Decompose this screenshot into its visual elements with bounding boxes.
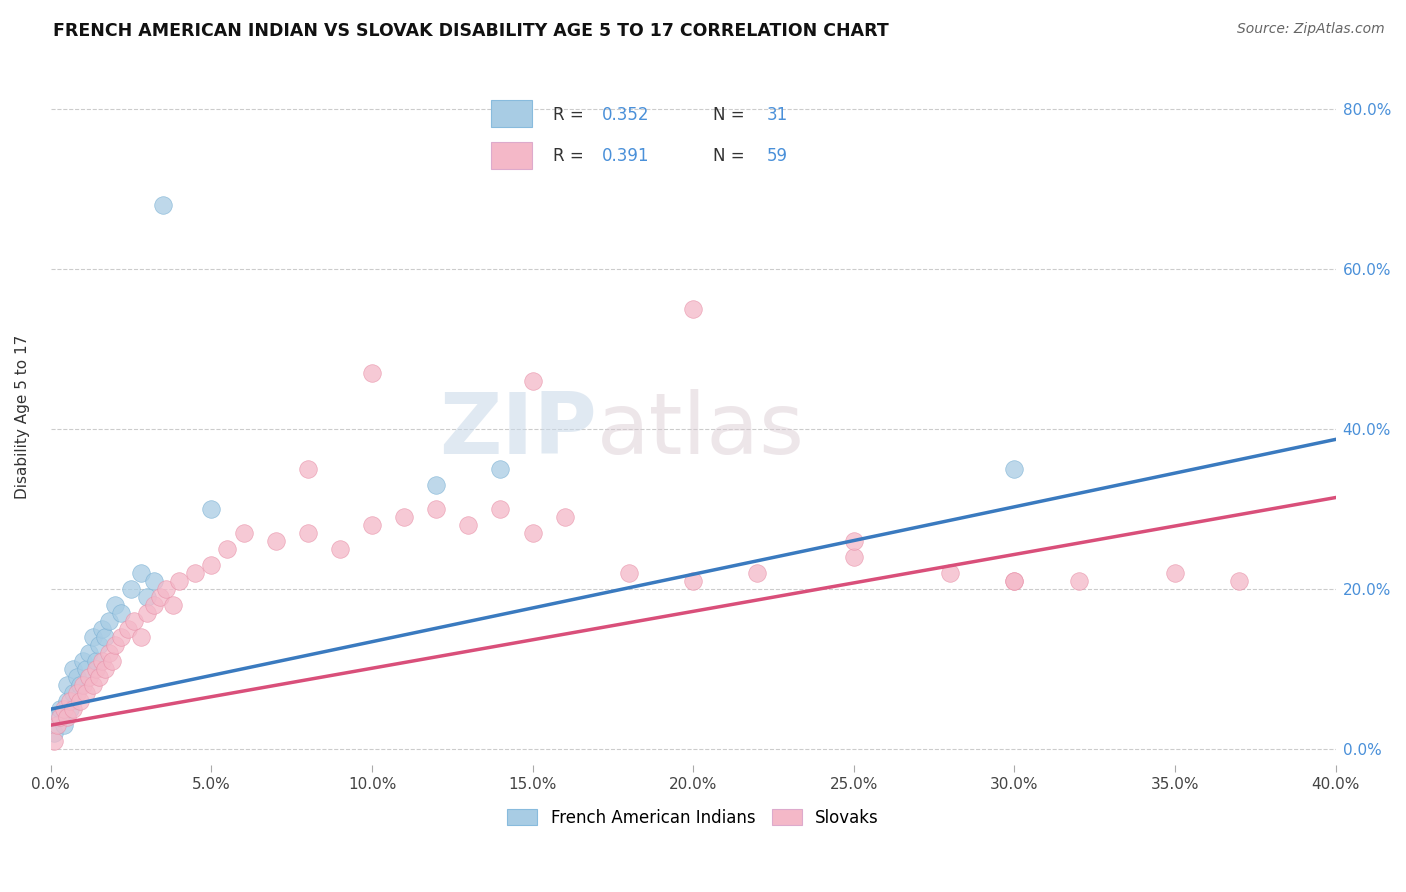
Point [1002,574,1025,588]
Point [617,566,640,580]
Point [56,678,79,692]
Point [1164,566,1187,580]
Legend: French American Indians, Slovaks: French American Indians, Slovaks [501,802,886,833]
Text: FRENCH AMERICAN INDIAN VS SLOVAK DISABILITY AGE 5 TO 17 CORRELATION CHART: FRENCH AMERICAN INDIAN VS SLOVAK DISABIL… [53,22,889,40]
Point [1067,574,1090,588]
Point [42,726,65,740]
Point [1002,574,1025,588]
Point [84,662,107,676]
Y-axis label: Disability Age 5 to 17: Disability Age 5 to 17 [15,334,30,499]
Point [361,518,384,533]
Point [52,702,75,716]
Point [65,686,87,700]
Point [56,694,79,708]
Point [155,582,177,596]
Point [392,510,415,524]
Point [264,533,287,548]
Point [72,678,94,692]
Point [62,686,84,700]
Point [59,694,82,708]
Point [56,710,79,724]
Point [842,533,865,548]
Point [75,686,97,700]
Point [69,678,91,692]
Point [329,541,352,556]
Point [169,574,191,588]
Point [82,678,104,692]
Point [522,525,544,540]
Point [110,606,132,620]
Point [69,694,91,708]
Point [149,590,172,604]
Point [49,702,72,716]
Point [79,670,101,684]
Point [124,614,146,628]
Point [62,702,84,716]
Point [104,638,127,652]
Point [682,301,704,316]
Point [91,622,114,636]
Point [136,590,159,604]
Point [747,566,769,580]
Point [104,598,127,612]
Point [457,518,479,533]
Point [75,662,97,676]
Point [59,702,82,716]
Point [425,478,447,492]
Point [62,662,84,676]
Point [425,502,447,516]
Point [1002,462,1025,476]
Point [129,566,152,580]
Point [162,598,184,612]
Point [101,654,124,668]
Point [152,197,174,211]
Point [217,541,239,556]
Point [97,646,120,660]
Point [522,374,544,388]
Point [142,598,165,612]
Point [184,566,207,580]
Point [91,654,114,668]
Point [232,525,254,540]
Point [142,574,165,588]
Point [94,630,117,644]
Point [110,630,132,644]
Point [297,525,319,540]
Point [49,710,72,724]
Text: ZIP: ZIP [439,389,596,472]
Point [97,614,120,628]
Point [72,654,94,668]
Text: Source: ZipAtlas.com: Source: ZipAtlas.com [1237,22,1385,37]
Point [136,606,159,620]
Point [554,510,576,524]
Point [46,710,69,724]
Point [117,622,139,636]
Point [939,566,962,580]
Point [42,734,65,748]
Point [87,670,110,684]
Point [79,646,101,660]
Point [200,502,222,516]
Point [120,582,142,596]
Point [82,630,104,644]
Point [1227,574,1250,588]
Point [52,718,75,732]
Point [65,670,87,684]
Text: atlas: atlas [596,389,804,472]
Point [489,462,512,476]
Point [84,654,107,668]
Point [489,502,512,516]
Point [297,462,319,476]
Point [361,366,384,380]
Point [87,638,110,652]
Point [842,549,865,564]
Point [200,558,222,572]
Point [94,662,117,676]
Point [682,574,704,588]
Point [46,718,69,732]
Point [129,630,152,644]
